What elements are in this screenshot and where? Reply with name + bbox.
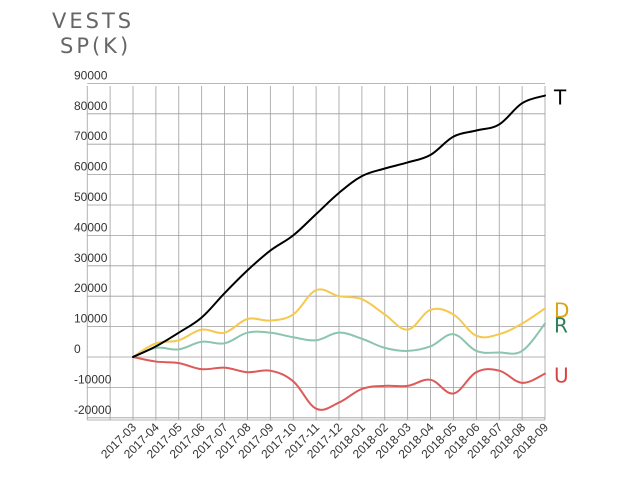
series-line-t: [132, 94, 546, 358]
y-tick-label: -20000: [74, 403, 112, 417]
chart-grid: [86, 83, 546, 421]
series-labels: T DR U: [553, 86, 569, 388]
series-label-r: R: [554, 314, 568, 338]
y-tick-label: 50000: [74, 190, 108, 204]
y-tick-label: 30000: [74, 251, 108, 265]
series-label-t: T: [553, 86, 567, 110]
y-tick-label: 40000: [74, 220, 108, 234]
y-axis-ticks: 90000 80000 70000 60000 50000 40000 30000 20000…: [74, 68, 112, 416]
chart-title-line-1: VESTS: [52, 9, 134, 33]
series-line-r: [132, 322, 546, 358]
y-tick-label: 0: [74, 342, 81, 356]
series-label-u: U: [554, 364, 569, 388]
y-tick-label: 20000: [74, 281, 108, 295]
series-label-d: D: [554, 298, 569, 322]
series-line-d: [132, 288, 546, 358]
chart-title-line-2: SP(K): [60, 34, 131, 58]
y-tick-label: -10000: [74, 372, 112, 386]
y-tick-label: 80000: [74, 99, 108, 113]
y-tick-label: 90000: [74, 68, 108, 82]
series-line-u: [132, 356, 546, 411]
y-tick-label: 70000: [74, 129, 108, 143]
chart-title: VESTS SP(K): [52, 9, 134, 58]
y-tick-label: 60000: [74, 160, 108, 174]
y-tick-label: 10000: [74, 312, 108, 326]
x-axis-ticks: 2017-032017-042017-052017-062017-072017-…: [98, 420, 551, 461]
series-lines: [132, 94, 546, 411]
